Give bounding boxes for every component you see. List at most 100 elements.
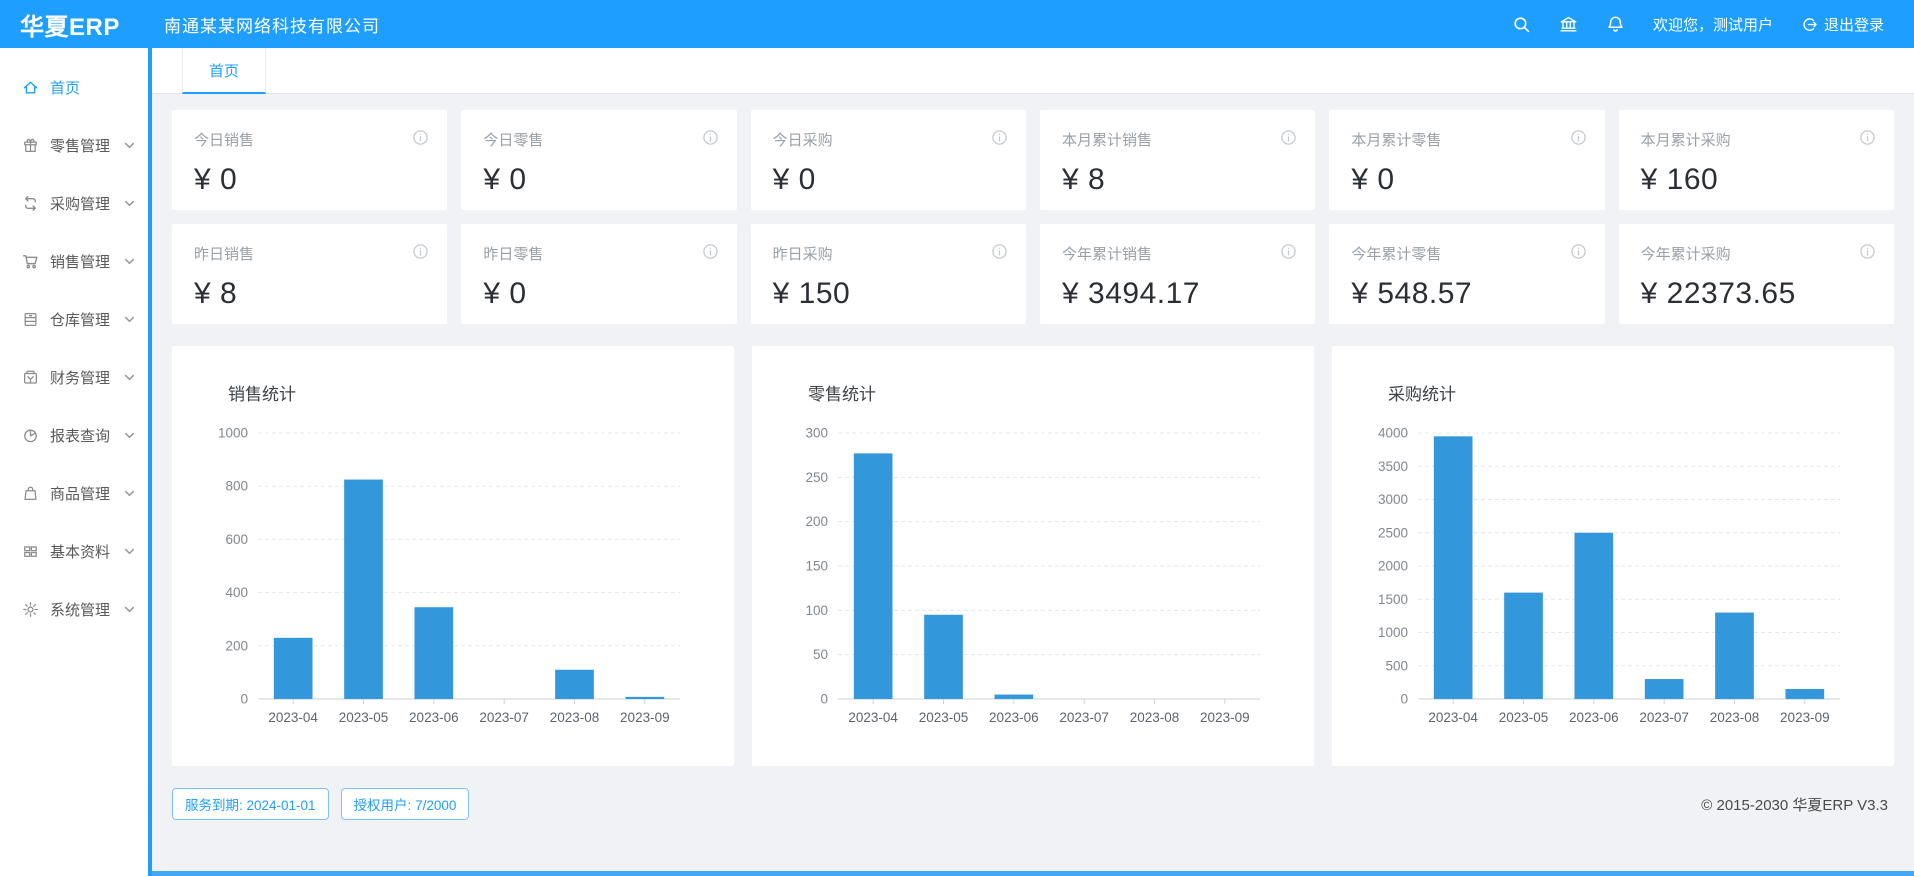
sidebar-item-basic-data[interactable]: 基本资料 xyxy=(0,522,148,580)
main-area: 首页 今日销售 ¥ 0 今日零售 ¥ 0 今日采购 ¥ 0 xyxy=(152,48,1914,876)
svg-text:0: 0 xyxy=(820,692,828,707)
info-icon[interactable] xyxy=(1570,129,1587,146)
bar-2023-08 xyxy=(555,669,594,699)
chevron-down-icon xyxy=(123,545,136,558)
stat-card-value: ¥ 0 xyxy=(1351,163,1395,196)
stat-cards-row-1: 今日销售 ¥ 0 今日零售 ¥ 0 今日采购 ¥ 0 本月累计销售 xyxy=(172,110,1894,210)
info-icon[interactable] xyxy=(412,243,429,260)
stat-card-label: 昨日销售 xyxy=(194,246,255,263)
info-icon[interactable] xyxy=(991,243,1008,260)
stat-card: 昨日零售 ¥ 0 xyxy=(461,224,737,324)
logout-icon xyxy=(1801,16,1818,33)
info-icon[interactable] xyxy=(412,129,429,146)
svg-text:2023-04: 2023-04 xyxy=(848,710,898,725)
logout-button[interactable]: 退出登录 xyxy=(1801,14,1884,35)
bar-2023-09 xyxy=(1785,689,1825,699)
stat-card: 本月累计采购 ¥ 160 xyxy=(1618,110,1894,210)
sidebar-item-sales[interactable]: 销售管理 xyxy=(0,232,148,290)
company-name: 南通某某网络科技有限公司 xyxy=(164,16,380,36)
chevron-down-icon xyxy=(123,255,136,268)
stat-card-value: ¥ 0 xyxy=(483,277,527,310)
sidebar-item-system[interactable]: 系统管理 xyxy=(0,580,148,638)
bag-icon xyxy=(22,485,39,502)
svg-text:2023-09: 2023-09 xyxy=(620,710,670,725)
stat-card: 今日采购 ¥ 0 xyxy=(750,110,1026,210)
gear-icon xyxy=(22,601,39,618)
stat-card-value: ¥ 548.57 xyxy=(1351,277,1473,310)
svg-text:2023-08: 2023-08 xyxy=(1130,710,1180,725)
sidebar-menu: 首页 零售管理 采购管理 销售管理 仓库管理 财务管理 xyxy=(0,48,152,876)
stat-card-value: ¥ 8 xyxy=(1062,163,1106,196)
info-icon[interactable] xyxy=(1859,129,1876,146)
svg-text:2023-05: 2023-05 xyxy=(919,710,969,725)
svg-text:3500: 3500 xyxy=(1378,459,1408,474)
bar-2023-08 xyxy=(1715,612,1754,699)
info-icon[interactable] xyxy=(1280,243,1297,260)
bank-icon[interactable] xyxy=(1559,15,1578,34)
stat-card-label: 昨日零售 xyxy=(483,246,544,263)
bell-icon[interactable] xyxy=(1606,15,1625,34)
info-icon[interactable] xyxy=(702,243,719,260)
svg-text:2023-09: 2023-09 xyxy=(1780,710,1830,725)
header-actions: 欢迎您，测试用户 退出登录 xyxy=(1512,14,1914,35)
stat-card: 昨日采购 ¥ 150 xyxy=(750,224,1026,324)
svg-text:2023-08: 2023-08 xyxy=(1710,710,1760,725)
bar-2023-04 xyxy=(273,637,313,699)
svg-text:3000: 3000 xyxy=(1378,492,1408,507)
grid-icon xyxy=(22,543,39,560)
stat-card-label: 今日销售 xyxy=(194,132,255,149)
chevron-down-icon xyxy=(123,197,136,210)
chevron-down-icon xyxy=(123,487,136,500)
stat-card-value: ¥ 22373.65 xyxy=(1640,277,1796,310)
svg-text:300: 300 xyxy=(805,426,828,441)
stat-card: 昨日销售 ¥ 8 xyxy=(172,224,448,324)
sidebar-item-retail[interactable]: 零售管理 xyxy=(0,116,148,174)
svg-text:2023-04: 2023-04 xyxy=(1428,710,1478,725)
horizontal-scrollbar[interactable] xyxy=(152,871,1914,876)
info-icon[interactable] xyxy=(991,129,1008,146)
gift-icon xyxy=(22,137,39,154)
cart-icon xyxy=(22,253,39,270)
svg-text:150: 150 xyxy=(805,559,828,574)
svg-text:2023-06: 2023-06 xyxy=(989,710,1039,725)
sidebar-item-purchase[interactable]: 采购管理 xyxy=(0,174,148,232)
sidebar-item-warehouse[interactable]: 仓库管理 xyxy=(0,290,148,348)
sidebar-item-home[interactable]: 首页 xyxy=(0,58,148,116)
tab-home[interactable]: 首页 xyxy=(182,48,267,94)
svg-text:100: 100 xyxy=(805,603,828,618)
pie-chart-icon xyxy=(22,427,39,444)
chart-title: 销售统计 xyxy=(228,385,296,404)
svg-text:2023-09: 2023-09 xyxy=(1200,710,1250,725)
stat-card: 本月累计销售 ¥ 8 xyxy=(1040,110,1316,210)
svg-text:2023-04: 2023-04 xyxy=(268,710,318,725)
sidebar-item-goods[interactable]: 商品管理 xyxy=(0,464,148,522)
search-icon[interactable] xyxy=(1512,15,1531,34)
bar-2023-06 xyxy=(1574,532,1614,699)
svg-text:4000: 4000 xyxy=(1378,426,1408,441)
svg-text:0: 0 xyxy=(1400,692,1408,707)
chart-title: 零售统计 xyxy=(808,385,876,404)
service-expiry-badge: 服务到期: 2024-01-01 xyxy=(172,788,329,820)
stat-card-label: 本月累计采购 xyxy=(1640,132,1731,149)
bar-2023-04 xyxy=(1433,436,1473,699)
svg-text:2023-08: 2023-08 xyxy=(550,710,600,725)
info-icon[interactable] xyxy=(1280,129,1297,146)
svg-text:1000: 1000 xyxy=(1378,625,1408,640)
chevron-down-icon xyxy=(123,603,136,616)
charts-row: 销售统计 0 200 400 600 800 1000 2023-04 2023-05 2023… xyxy=(172,346,1894,766)
bar-2023-05 xyxy=(344,479,383,699)
info-icon[interactable] xyxy=(1570,243,1587,260)
info-icon[interactable] xyxy=(1859,243,1876,260)
bar-2023-09 xyxy=(625,696,665,699)
purchase-bar-chart: 0 500 1000 1500 2000 2500 3000 3500 4000 2023-04 2… xyxy=(1378,426,1840,725)
stat-card: 今年累计采购 ¥ 22373.65 xyxy=(1618,224,1894,324)
stat-card: 今年累计零售 ¥ 548.57 xyxy=(1329,224,1605,324)
svg-text:1500: 1500 xyxy=(1378,592,1408,607)
sidebar-item-finance[interactable]: 财务管理 xyxy=(0,348,148,406)
app-logo: 华夏ERP xyxy=(20,13,120,41)
stat-card-value: ¥ 150 xyxy=(772,277,851,310)
info-icon[interactable] xyxy=(702,129,719,146)
sidebar-item-reports[interactable]: 报表查询 xyxy=(0,406,148,464)
stat-card-label: 本月累计销售 xyxy=(1062,132,1153,149)
stat-card-value: ¥ 160 xyxy=(1640,163,1719,196)
